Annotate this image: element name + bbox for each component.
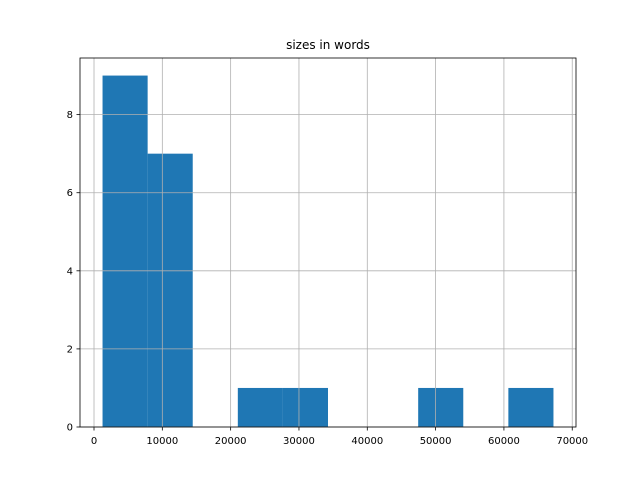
bar	[418, 387, 464, 427]
bar	[508, 387, 554, 427]
x-tick-label: 50000	[420, 436, 452, 447]
bar	[237, 387, 283, 427]
x-tick-label: 30000	[283, 436, 315, 447]
bar	[147, 153, 193, 427]
plot-frame	[79, 57, 577, 428]
x-tick-label: 20000	[215, 436, 247, 447]
y-tick-label: 6	[67, 188, 73, 199]
chart-title: sizes in words	[286, 38, 370, 52]
x-tick-label: 40000	[351, 436, 383, 447]
y-tick-label: 0	[67, 423, 73, 434]
x-tick-label: 60000	[488, 436, 520, 447]
bar	[282, 387, 328, 427]
bar	[102, 75, 148, 428]
x-tick-label: 10000	[146, 436, 178, 447]
x-tick-label: 70000	[556, 436, 588, 447]
y-tick-label: 8	[67, 110, 73, 121]
y-tick-label: 2	[67, 344, 73, 355]
x-tick-label: 0	[91, 436, 97, 447]
y-tick-label: 4	[67, 266, 73, 277]
